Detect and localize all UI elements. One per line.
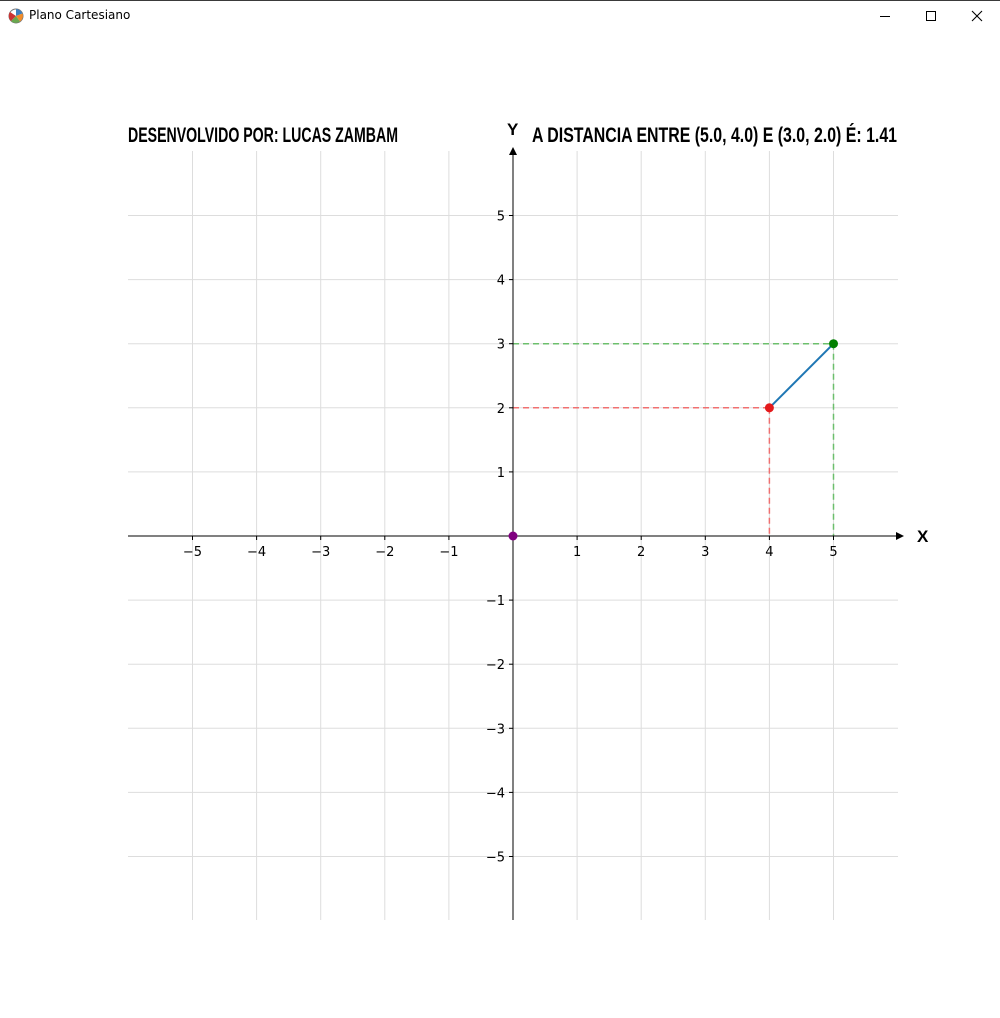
x-tick-label: −1 [439,545,458,560]
x-tick-label: 5 [829,545,837,560]
y-tick-label: 1 [497,466,505,481]
y-tick-label: 3 [497,338,505,353]
distance-title: A DISTANCIA ENTRE (5.0, 4.0) E (3.0, 2.0… [532,124,897,147]
y-tick-label: 4 [497,274,505,289]
maximize-button[interactable] [908,1,954,31]
y-tick-label: −3 [486,722,505,737]
data-point [829,339,838,349]
y-tick-label: 2 [497,402,505,417]
title-bar[interactable]: Plano Cartesiano [0,0,1000,30]
window-title: Plano Cartesiano [29,8,131,22]
x-tick-label: 3 [701,545,709,560]
y-tick-label: 5 [497,210,505,225]
y-tick-label: −5 [486,851,505,866]
x-tick-label: −4 [247,545,266,560]
data-point [764,403,774,413]
maximize-icon [926,11,936,21]
y-axis-arrow [509,147,517,155]
x-tick-label: 2 [637,545,645,560]
x-tick-label: 4 [765,545,773,560]
y-tick-label: −4 [486,786,505,801]
y-tick-label: −2 [486,658,505,673]
author-title: DESENVOLVIDO POR: LUCAS ZAMBAM [128,124,398,147]
tick-labels: −5 −4 −3 −2 −1 1 2 3 4 5 5 4 3 2 1 −1 −2 −3 −4 −5 [183,210,838,866]
close-icon [971,10,983,22]
matplotlib-icon [8,8,24,24]
x-tick-label: −3 [311,545,330,560]
x-tick-label: −2 [375,545,394,560]
close-button[interactable] [954,1,1000,31]
x-axis-arrow [896,532,904,540]
data-point [508,531,518,541]
y-tick-label: −1 [486,594,505,609]
cartesian-plane: −5 −4 −3 −2 −1 1 2 3 4 5 5 4 3 2 1 −1 −2 −3 −4 −5 DESENVOLV… [128,120,929,920]
distance-segment [768,342,835,409]
x-axis-label: X [917,527,929,546]
y-axis-label: Y [507,120,519,139]
data-layer [508,339,838,541]
x-tick-label: −5 [183,545,202,560]
minimize-button[interactable] [862,1,908,31]
guide-lines [513,342,835,536]
minimize-icon [880,16,890,17]
x-tick-label: 1 [573,545,581,560]
